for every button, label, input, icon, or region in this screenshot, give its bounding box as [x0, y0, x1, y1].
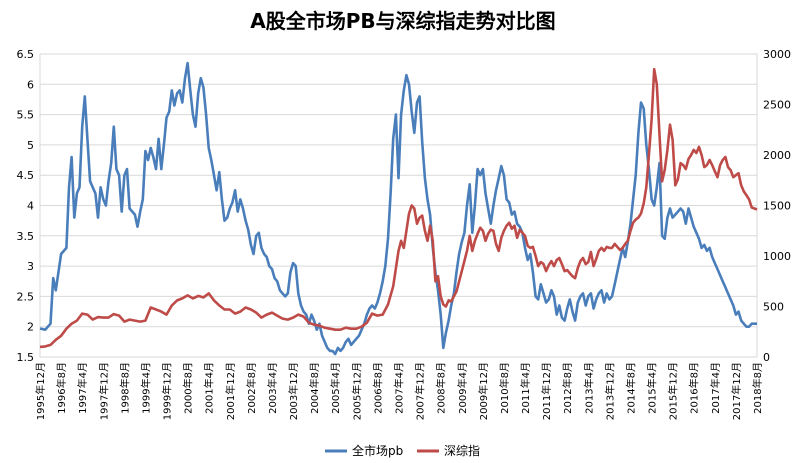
x-tick-label: 2013年12月 [603, 362, 616, 420]
legend-label: 全市场pb [352, 443, 403, 458]
x-tick-label: 2004年8月 [308, 362, 321, 414]
y-left-tick-label: 6.5 [17, 48, 35, 61]
x-tick-label: 2017年4月 [709, 362, 722, 414]
x-tick-label: 2015年12月 [667, 362, 680, 420]
y-left-tick-label: 2.5 [17, 290, 35, 303]
x-tick-label: 1997年4月 [76, 362, 89, 414]
y-left-tick-label: 4.5 [17, 169, 35, 182]
y-left-tick-label: 6 [27, 78, 34, 91]
x-tick-label: 2002年8月 [245, 362, 258, 414]
x-tick-label: 2000年8月 [182, 362, 195, 414]
gridlines [39, 53, 758, 358]
x-tick-label: 2001年12月 [224, 362, 237, 420]
y-right-tick-label: 2500 [763, 99, 791, 112]
x-tick-label: 2003年4月 [266, 362, 279, 414]
y-left-tick-label: 2 [27, 321, 34, 334]
y-left-tick-label: 3 [27, 260, 34, 273]
x-tick-label: 2005年4月 [329, 362, 342, 414]
x-tick-label: 2018年8月 [751, 362, 764, 414]
y-left-tick-label: 3.5 [17, 230, 35, 243]
y-right-tick-label: 1500 [763, 200, 791, 213]
x-tick-label: 1997年12月 [97, 362, 110, 420]
x-tick-label: 2011年4月 [519, 362, 532, 414]
x-tick-label: 2011年12月 [540, 362, 553, 420]
x-tick-label: 1995年12月 [34, 362, 47, 420]
x-tick-label: 2015年4月 [646, 362, 659, 414]
y-right-tick-label: 0 [763, 351, 770, 364]
y-left-tick-label: 5.5 [17, 109, 35, 122]
chart-title: A股全市场PB与深综指走势对比图 [250, 9, 555, 33]
x-tick-label: 2012年8月 [561, 362, 574, 414]
series-line-szzs [39, 67, 758, 349]
x-tick-label: 2007年4月 [393, 362, 406, 414]
x-tick-label: 2008年8月 [435, 362, 448, 414]
x-tick-label: 2009年12月 [477, 362, 490, 420]
x-axis: 1995年12月 1996年8月 1997年4月 1997年12月 1998年8月 199… [34, 362, 764, 420]
x-tick-label: 2003年12月 [287, 362, 300, 420]
x-tick-label: 2014年8月 [624, 362, 637, 414]
x-tick-label: 2007年12月 [414, 362, 427, 420]
x-tick-label: 1998年8月 [118, 362, 131, 414]
x-tick-label: 2005年12月 [350, 362, 363, 420]
x-tick-label: 2006年8月 [371, 362, 384, 414]
series-line-pb [39, 61, 757, 356]
x-tick-label: 2016年8月 [688, 362, 701, 414]
y-right-tick-label: 2000 [763, 149, 791, 162]
y-left-tick-label: 5 [27, 139, 34, 152]
y-right-tick-label: 3000 [763, 48, 791, 61]
y-right-tick-label: 1000 [763, 250, 791, 263]
y-axis-left: 1.5 2 2.5 3 3.5 4 4.5 5 5.5 6 6.5 [17, 48, 35, 364]
x-tick-label: 1996年8月 [55, 362, 68, 414]
legend: 全市场pb 深综指 [325, 443, 480, 458]
x-tick-label: 2010年8月 [498, 362, 511, 414]
x-tick-label: 1999年4月 [139, 362, 152, 414]
y-left-tick-label: 1.5 [17, 351, 35, 364]
x-tick-label: 2009年4月 [456, 362, 469, 414]
x-tick-label: 2013年4月 [582, 362, 595, 414]
y-right-tick-label: 500 [763, 301, 784, 314]
y-left-tick-label: 4 [27, 200, 34, 213]
x-tick-label: 1999年12月 [161, 362, 174, 420]
legend-label: 深综指 [444, 443, 480, 458]
series-lines [39, 61, 758, 356]
x-tick-label: 2017年12月 [730, 362, 743, 420]
x-tick-label: 2001年4月 [203, 362, 216, 414]
y-axis-right: 0 500 1000 1500 2000 2500 3000 [763, 48, 791, 364]
